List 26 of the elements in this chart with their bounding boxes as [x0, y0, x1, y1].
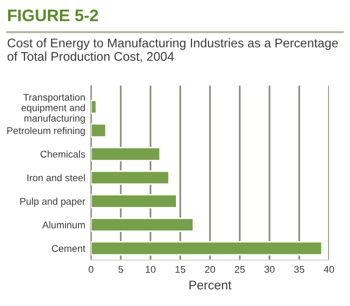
x-tick-label: 10	[146, 266, 156, 273]
y-tick-label: Transportation equipment and manufacturing	[22, 94, 85, 124]
y-tick-label: Pulp and paper	[20, 198, 86, 207]
y-tick-label: Cement	[52, 245, 86, 252]
bar	[91, 218, 194, 232]
x-tick-label: 35	[294, 266, 304, 273]
bar	[91, 241, 323, 256]
chart-subtitle: Cost of Energy to Manufacturing Industries as a Percentage of Total Production Cost, 2004	[8, 38, 338, 62]
bar	[91, 194, 178, 208]
x-tick-label: 40	[324, 266, 334, 273]
bar	[91, 123, 107, 138]
y-tick-label: Iron and steel	[27, 174, 85, 182]
y-tick-label: Aluminum	[42, 221, 85, 228]
x-tick-label: 0	[88, 266, 94, 273]
y-tick-label: Petroleum refining	[7, 126, 85, 136]
x-tick-label: 30	[264, 266, 275, 273]
x-tick-label: 15	[176, 266, 186, 273]
y-tick-label: Chemicals	[40, 150, 86, 158]
x-axis-title: Percent	[189, 280, 232, 290]
bar	[91, 100, 98, 114]
chart-title: FIGURE 5-2	[8, 10, 98, 22]
x-tick-label: 25	[234, 266, 245, 273]
bar	[91, 146, 161, 162]
x-tick-label: 5	[118, 266, 124, 273]
x-tick-label: 20	[205, 266, 216, 273]
bar	[91, 170, 170, 185]
